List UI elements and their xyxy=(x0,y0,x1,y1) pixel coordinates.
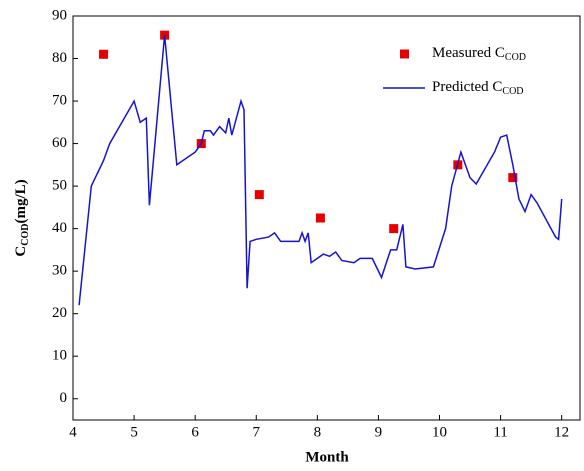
legend-subscript: COD xyxy=(502,86,523,97)
legend-marker xyxy=(400,49,409,59)
y-tick-label: 10 xyxy=(52,348,67,364)
x-tick-label: 4 xyxy=(69,424,77,440)
measured-point xyxy=(389,224,399,234)
y-axis-label: CCOD(mg/L) xyxy=(13,179,31,256)
y-tick-label: 80 xyxy=(52,50,67,66)
measured-point xyxy=(99,49,109,59)
x-tick-label: 12 xyxy=(554,424,569,440)
y-label-suffix: (mg/L) xyxy=(13,179,29,223)
y-label-subscript: COD xyxy=(20,224,31,246)
predicted-line xyxy=(78,35,563,306)
x-tick-label: 8 xyxy=(314,424,322,440)
y-tick-label: 50 xyxy=(52,178,67,194)
x-tick-label: 10 xyxy=(432,424,447,440)
x-tick-label: 5 xyxy=(130,424,138,440)
y-tick-label: 20 xyxy=(52,305,67,321)
x-tick-label: 9 xyxy=(375,424,383,440)
x-axis-label: Month xyxy=(305,449,349,465)
plot-frame xyxy=(72,15,581,421)
y-tick-label: 0 xyxy=(60,390,68,406)
legend-label: Measured CCOD xyxy=(432,45,526,63)
y-label-main: C xyxy=(13,246,29,257)
x-tick-label: 6 xyxy=(191,424,199,440)
y-tick-label: 60 xyxy=(52,135,67,151)
y-tick-label: 90 xyxy=(52,7,67,23)
x-tick-label: 7 xyxy=(253,424,261,440)
y-tick-label: 70 xyxy=(52,92,67,108)
y-tick-label: 30 xyxy=(52,263,67,279)
legend-subscript: COD xyxy=(505,52,526,63)
y-tick-label: 40 xyxy=(52,220,67,236)
x-tick-label: 11 xyxy=(493,424,507,440)
legend-name: Measured C xyxy=(432,45,505,61)
measured-point xyxy=(508,173,518,183)
legend-label: Predicted CCOD xyxy=(432,79,524,97)
measured-point xyxy=(315,213,325,223)
legend-name: Predicted C xyxy=(432,79,502,95)
measured-point xyxy=(254,190,264,200)
